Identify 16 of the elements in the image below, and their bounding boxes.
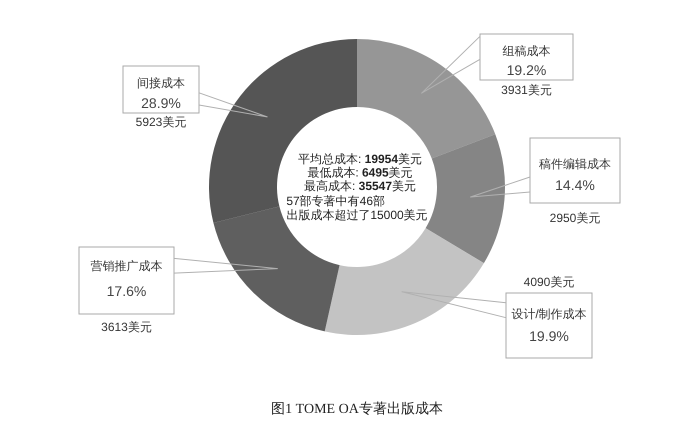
text: 最高成本: 35547美元: [304, 179, 416, 193]
data-label: 17.6%: [106, 283, 146, 299]
text: 最低成本: 6495美元: [307, 166, 413, 180]
slice-label: 间接成本: [137, 76, 185, 90]
data-label: 28.9%: [141, 95, 181, 111]
text: 57部专著中有46部: [286, 194, 386, 208]
text: 出版成本超过了15000美元: [286, 208, 428, 222]
slice-label: 营销推广成本: [90, 259, 162, 273]
data-label: 14.4%: [555, 177, 595, 193]
data-label: 19.9%: [529, 328, 569, 344]
slice-label: 设计/制作成本: [511, 307, 587, 321]
data-label: 19.2%: [506, 62, 546, 78]
text: 图1 TOME OA专著出版成本: [271, 401, 443, 417]
slice-label: 稿件编辑成本: [539, 157, 611, 171]
text: 平均总成本: 19954美元: [298, 152, 422, 166]
slice-label: 组稿成本: [502, 44, 550, 58]
